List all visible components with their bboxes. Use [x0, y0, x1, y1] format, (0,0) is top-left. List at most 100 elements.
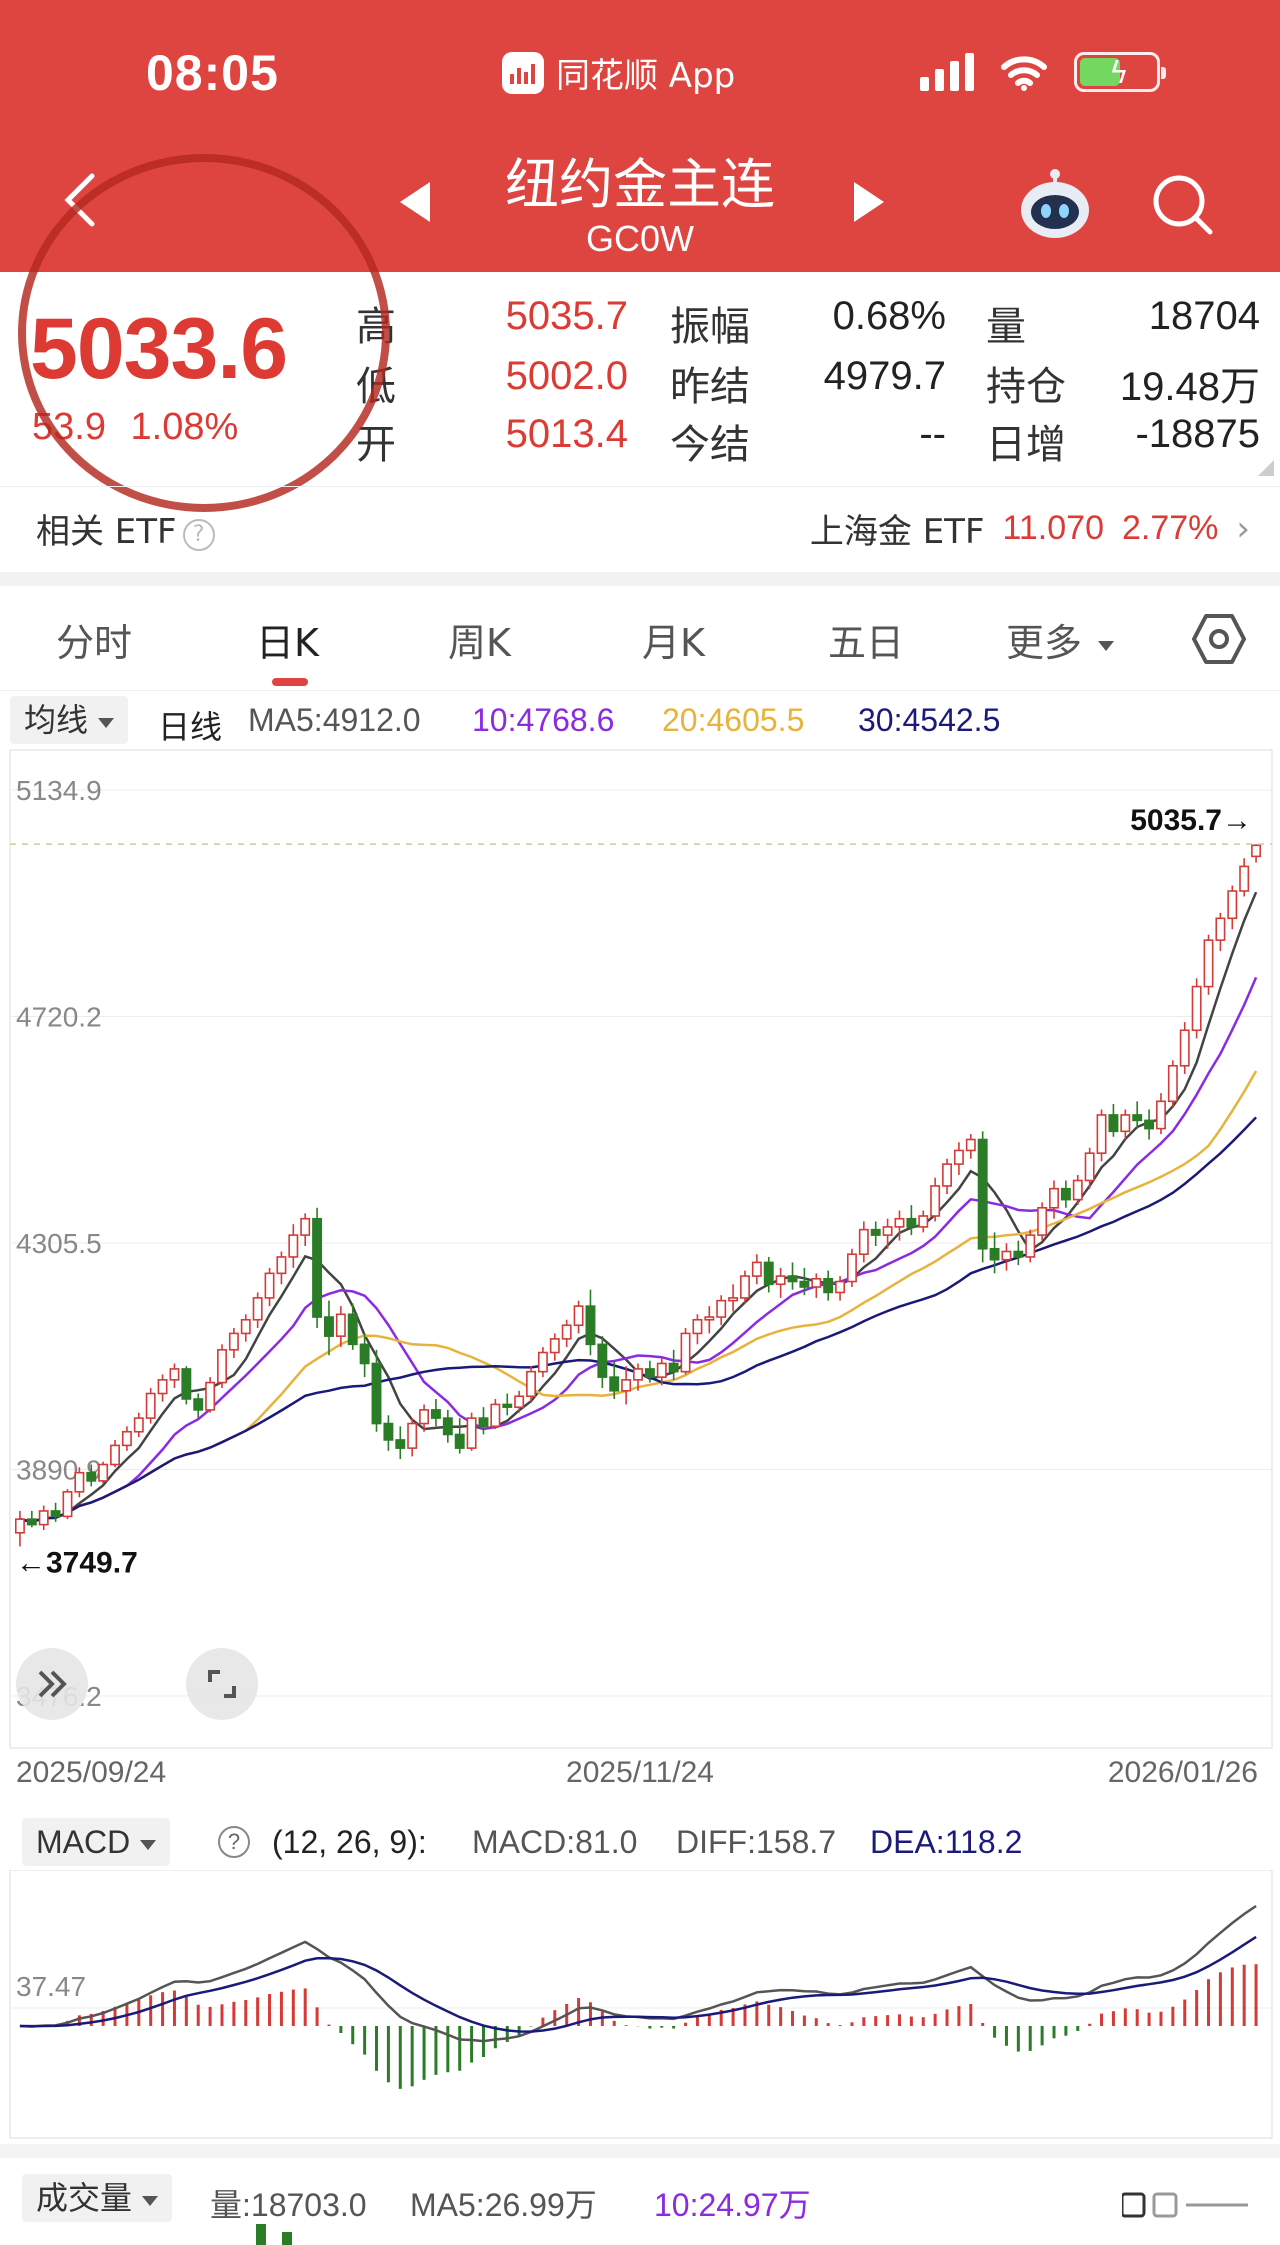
x-tick-label: 2025/11/24 — [566, 1756, 714, 1789]
tab-five-day[interactable]: 五日 — [828, 621, 905, 665]
related-etf-bar[interactable] — [0, 486, 1280, 572]
expand-corner-icon[interactable] — [1258, 460, 1274, 476]
tab-more[interactable]: 更多 — [1006, 612, 1115, 667]
macd-selector[interactable]: MACD — [22, 1818, 171, 1866]
candle — [38, 1505, 49, 1531]
candle — [276, 1251, 287, 1285]
candle — [894, 1210, 905, 1241]
candle — [882, 1218, 893, 1249]
tab-monthly-k[interactable]: 月K — [642, 621, 705, 665]
y-tick-label: 5134.9 — [16, 775, 102, 806]
related-etf-text: 相关 ETF — [36, 512, 177, 552]
candle — [751, 1254, 762, 1285]
candle — [716, 1295, 727, 1326]
tab-daily-k[interactable]: 日K — [256, 621, 319, 665]
candle — [858, 1221, 869, 1263]
ma10-line — [19, 976, 1258, 1524]
candle — [252, 1292, 263, 1328]
candle — [240, 1314, 251, 1342]
dea-line — [19, 1935, 1257, 2033]
candle — [217, 1344, 227, 1389]
macd-chart[interactable]: 37.47 — [0, 1870, 1280, 2140]
candle — [371, 1349, 382, 1432]
candle — [419, 1404, 430, 1432]
stat-label-volume: 量 — [986, 304, 1026, 350]
stat-label-daily-increase: 日增 — [986, 422, 1066, 468]
indicator-selector[interactable]: 均线 — [10, 696, 129, 744]
candle — [692, 1314, 703, 1345]
help-icon[interactable]: ? — [182, 519, 215, 551]
candle — [621, 1366, 632, 1405]
candle — [597, 1336, 608, 1389]
candle — [704, 1306, 715, 1334]
prev-contract-icon[interactable] — [398, 180, 432, 224]
candle — [62, 1489, 73, 1520]
candle — [181, 1366, 192, 1405]
candle — [1037, 1202, 1048, 1241]
battery-icon: ϟ — [1074, 52, 1166, 92]
candle — [930, 1177, 941, 1222]
candle — [1156, 1093, 1166, 1135]
tab-intraday[interactable]: 分时 — [56, 621, 133, 665]
double-chevron-icon — [38, 1670, 67, 1698]
collapse-panel-button[interactable] — [16, 1648, 88, 1720]
next-contract-icon[interactable] — [852, 180, 886, 224]
candle — [312, 1207, 323, 1328]
volume-legend: 成交量 量:18703.0 MA5:26.99万 10:24.97万 — [0, 2174, 1280, 2228]
candle — [26, 1510, 37, 1528]
search-icon[interactable] — [1150, 172, 1214, 236]
candle — [823, 1270, 834, 1301]
candle — [633, 1363, 643, 1391]
macd-help-icon[interactable]: ? — [218, 1826, 250, 1858]
period-label: 日线 — [158, 708, 223, 746]
candle — [763, 1256, 774, 1293]
volume-selector-label: 成交量 — [36, 2180, 133, 2216]
x-tick-label: 2026/01/26 — [1108, 1756, 1258, 1789]
volume-selector[interactable]: 成交量 — [22, 2174, 173, 2222]
candle — [1120, 1109, 1131, 1140]
ma10-value: 10:4768.6 — [472, 702, 615, 738]
candle — [395, 1426, 406, 1460]
ai-robot-icon[interactable] — [1018, 166, 1092, 240]
candle — [787, 1262, 798, 1290]
candle — [121, 1426, 132, 1451]
candle — [775, 1267, 786, 1298]
candle — [430, 1398, 441, 1427]
stat-label-open-interest: 持仓 — [986, 364, 1066, 410]
candle — [977, 1131, 988, 1263]
candle — [514, 1390, 525, 1413]
status-app-badge[interactable]: 同花顺 App — [502, 48, 735, 97]
high-price-marker: 5035.7→ — [1130, 804, 1252, 837]
candle — [1025, 1229, 1036, 1263]
etf-quote[interactable]: 上海金 ETF 11.070 2.77% › — [810, 504, 1250, 553]
candle — [490, 1398, 501, 1430]
candle — [133, 1412, 144, 1438]
caret-down-icon — [1098, 640, 1115, 651]
candle — [1167, 1060, 1178, 1107]
candle — [324, 1300, 334, 1356]
stat-label-open: 开 — [356, 422, 396, 468]
tab-weekly-k[interactable]: 周K — [448, 621, 511, 665]
dea-value: DEA:118.2 — [870, 1824, 1023, 1860]
candle — [989, 1232, 1000, 1274]
candle — [918, 1210, 929, 1233]
candle — [454, 1418, 465, 1454]
stat-label-today-settle: 今结 — [670, 422, 750, 468]
fullscreen-button[interactable] — [186, 1648, 258, 1720]
scroll-handle-icon[interactable] — [1122, 2190, 1252, 2220]
chart-settings-icon[interactable] — [1192, 612, 1246, 666]
wifi-icon — [1001, 56, 1047, 91]
candle — [1179, 1022, 1190, 1074]
stat-value-amplitude: 0.68% — [832, 294, 946, 338]
caret-down-icon — [98, 717, 115, 728]
candle — [98, 1461, 109, 1484]
candle — [466, 1412, 477, 1451]
candle — [1001, 1243, 1012, 1271]
candle — [799, 1267, 810, 1296]
fullscreen-icon — [208, 1670, 236, 1698]
candle — [740, 1270, 750, 1304]
candle — [359, 1333, 370, 1378]
candle — [573, 1300, 584, 1334]
candle — [644, 1360, 655, 1383]
